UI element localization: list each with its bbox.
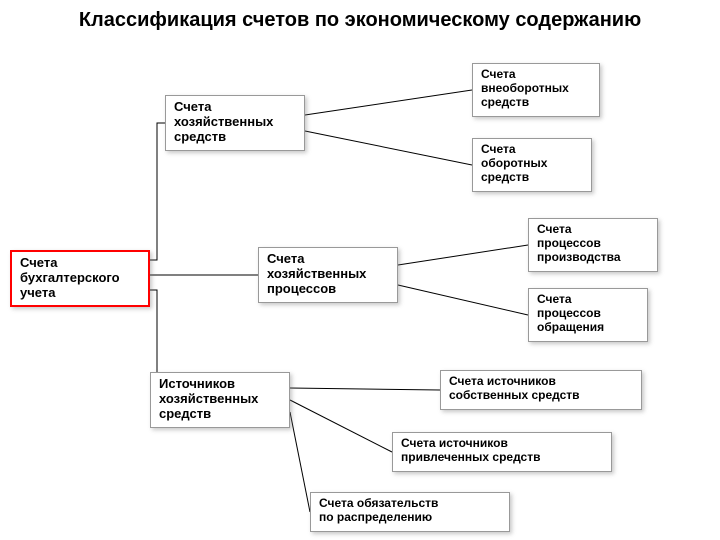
node-n2: Счетахозяйственныхпроцессов [258,247,398,303]
node-n2a: Счетапроцессовпроизводства [528,218,658,272]
node-n1b: Счетаоборотныхсредств [472,138,592,192]
node-n3a: Счета источниковсобственных средств [440,370,642,410]
node-n3b: Счета источниковпривлеченных средств [392,432,612,472]
page-title: Классификация счетов по экономическому с… [60,8,660,32]
node-n3c: Счета обязательствпо распределению [310,492,510,532]
node-n1a: Счетавнеоборотныхсредств [472,63,600,117]
node-n2b: Счетапроцессовобращения [528,288,648,342]
node-root: Счетабухгалтерскогоучета [10,250,150,307]
node-n3: Источниковхозяйственныхсредств [150,372,290,428]
node-n1: Счетахозяйственныхсредств [165,95,305,151]
